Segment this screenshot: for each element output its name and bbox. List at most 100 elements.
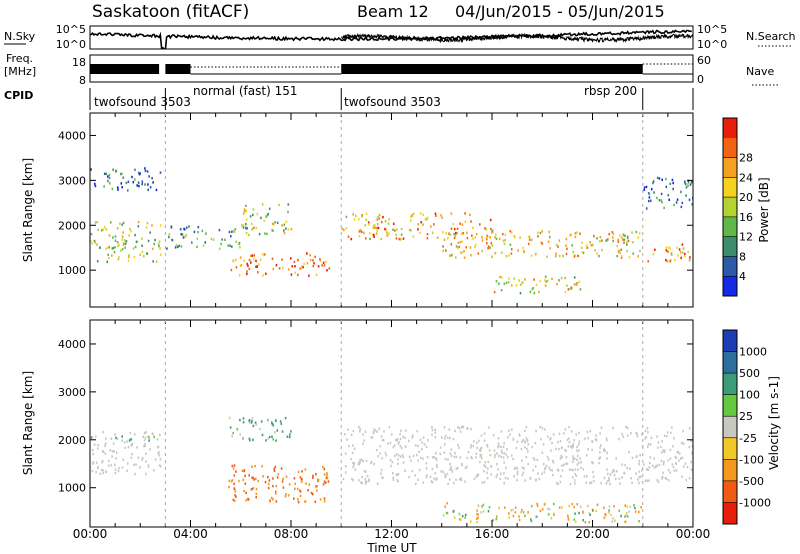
velocity-cell xyxy=(148,437,151,440)
power-cell xyxy=(372,224,375,228)
velocity-cell xyxy=(606,468,608,471)
power-cell xyxy=(227,244,229,247)
velocity-cell xyxy=(599,446,601,449)
velocity-cell xyxy=(452,438,455,441)
velocity-cell xyxy=(571,446,573,449)
power-cell xyxy=(573,283,576,286)
velocity-cell xyxy=(568,425,570,429)
power-cell xyxy=(481,236,483,239)
velocity-cell xyxy=(104,444,106,447)
velocity-cell xyxy=(147,465,150,468)
power-cell xyxy=(682,251,684,254)
power-cell xyxy=(489,246,491,250)
velocity-cell xyxy=(545,464,548,468)
power-cell xyxy=(544,284,547,287)
velocity-cell xyxy=(584,521,587,524)
power-cell xyxy=(238,242,240,246)
velocity-cell xyxy=(375,448,378,452)
power-cell xyxy=(152,181,154,184)
velocity-cell xyxy=(153,469,155,472)
velocity-cell xyxy=(536,515,539,519)
power-cell xyxy=(204,231,207,235)
velocity-cell xyxy=(344,465,347,468)
velocity-cell xyxy=(281,480,284,483)
power-cell xyxy=(238,274,241,277)
power-cell xyxy=(239,246,241,249)
power-cell xyxy=(440,214,442,217)
power-cell xyxy=(97,228,99,231)
velocity-cell xyxy=(412,434,414,437)
velocity-cell xyxy=(481,481,484,484)
velocity-cell xyxy=(444,473,446,476)
velocity-cell xyxy=(414,474,416,477)
velocity-cell xyxy=(397,442,400,445)
power-cell xyxy=(257,271,259,274)
power-cell xyxy=(245,218,248,221)
power-cell xyxy=(575,283,578,286)
velocity-cell xyxy=(269,499,271,502)
velocity-cell xyxy=(130,438,132,441)
power-cell xyxy=(490,242,493,245)
nsky-label: N.Sky xyxy=(4,30,36,43)
velocity-cell xyxy=(576,449,578,452)
power-cell xyxy=(683,255,686,258)
power-cell xyxy=(461,240,463,243)
power-cell xyxy=(388,218,390,221)
velocity-cell xyxy=(546,507,549,510)
velocity-cell xyxy=(267,437,269,440)
velocity-cell xyxy=(323,467,326,471)
power-cell xyxy=(448,254,451,257)
velocity-cell xyxy=(599,456,602,459)
velocity-cell xyxy=(118,466,120,470)
power-cell xyxy=(531,288,533,291)
velocity-cell xyxy=(159,465,162,468)
velocity-cell xyxy=(514,466,517,469)
velocity-cell xyxy=(487,460,490,464)
velocity-cell xyxy=(109,449,111,452)
power-cell xyxy=(623,241,625,244)
velocity-colorbar-swatch xyxy=(723,373,737,395)
velocity-cell xyxy=(603,516,606,519)
power-cell xyxy=(581,241,583,245)
power-cell xyxy=(144,169,147,173)
velocity-cell xyxy=(676,451,679,454)
power-cell xyxy=(601,239,603,242)
velocity-cell xyxy=(582,468,585,471)
velocity-cell xyxy=(243,489,245,493)
velocity-cell xyxy=(242,421,245,424)
velocity-cell xyxy=(458,427,461,430)
velocity-cell xyxy=(358,479,360,482)
power-cell xyxy=(398,237,400,241)
velocity-cell xyxy=(691,445,693,448)
velocity-cell xyxy=(108,464,110,467)
velocity-cell xyxy=(576,458,578,461)
velocity-cell xyxy=(527,462,529,466)
power-cell xyxy=(178,244,180,247)
velocity-cell xyxy=(139,466,141,469)
velocity-cell xyxy=(435,478,437,481)
velocity-cell xyxy=(444,475,447,479)
power-cell xyxy=(558,254,561,258)
velocity-cell xyxy=(434,431,436,434)
velocity-cell xyxy=(552,459,554,463)
velocity-cell xyxy=(576,503,579,506)
power-cell xyxy=(224,238,226,241)
velocity-cell xyxy=(389,441,392,445)
power-cell xyxy=(410,215,412,219)
velocity-cell xyxy=(281,430,284,433)
power-cell xyxy=(256,265,258,268)
power-cell xyxy=(464,220,467,223)
velocity-cell xyxy=(495,518,498,521)
power-cell xyxy=(652,180,655,183)
velocity-cell xyxy=(488,506,491,509)
velocity-cell xyxy=(383,430,385,433)
velocity-cell xyxy=(480,454,483,457)
velocity-cell xyxy=(556,468,559,471)
velocity-cell xyxy=(285,475,288,478)
power-cell xyxy=(246,227,248,230)
power-cell xyxy=(449,254,452,257)
velocity-cell xyxy=(114,468,117,471)
velocity-cell xyxy=(422,481,425,484)
power-cell xyxy=(191,241,193,244)
power-cell xyxy=(108,182,111,185)
